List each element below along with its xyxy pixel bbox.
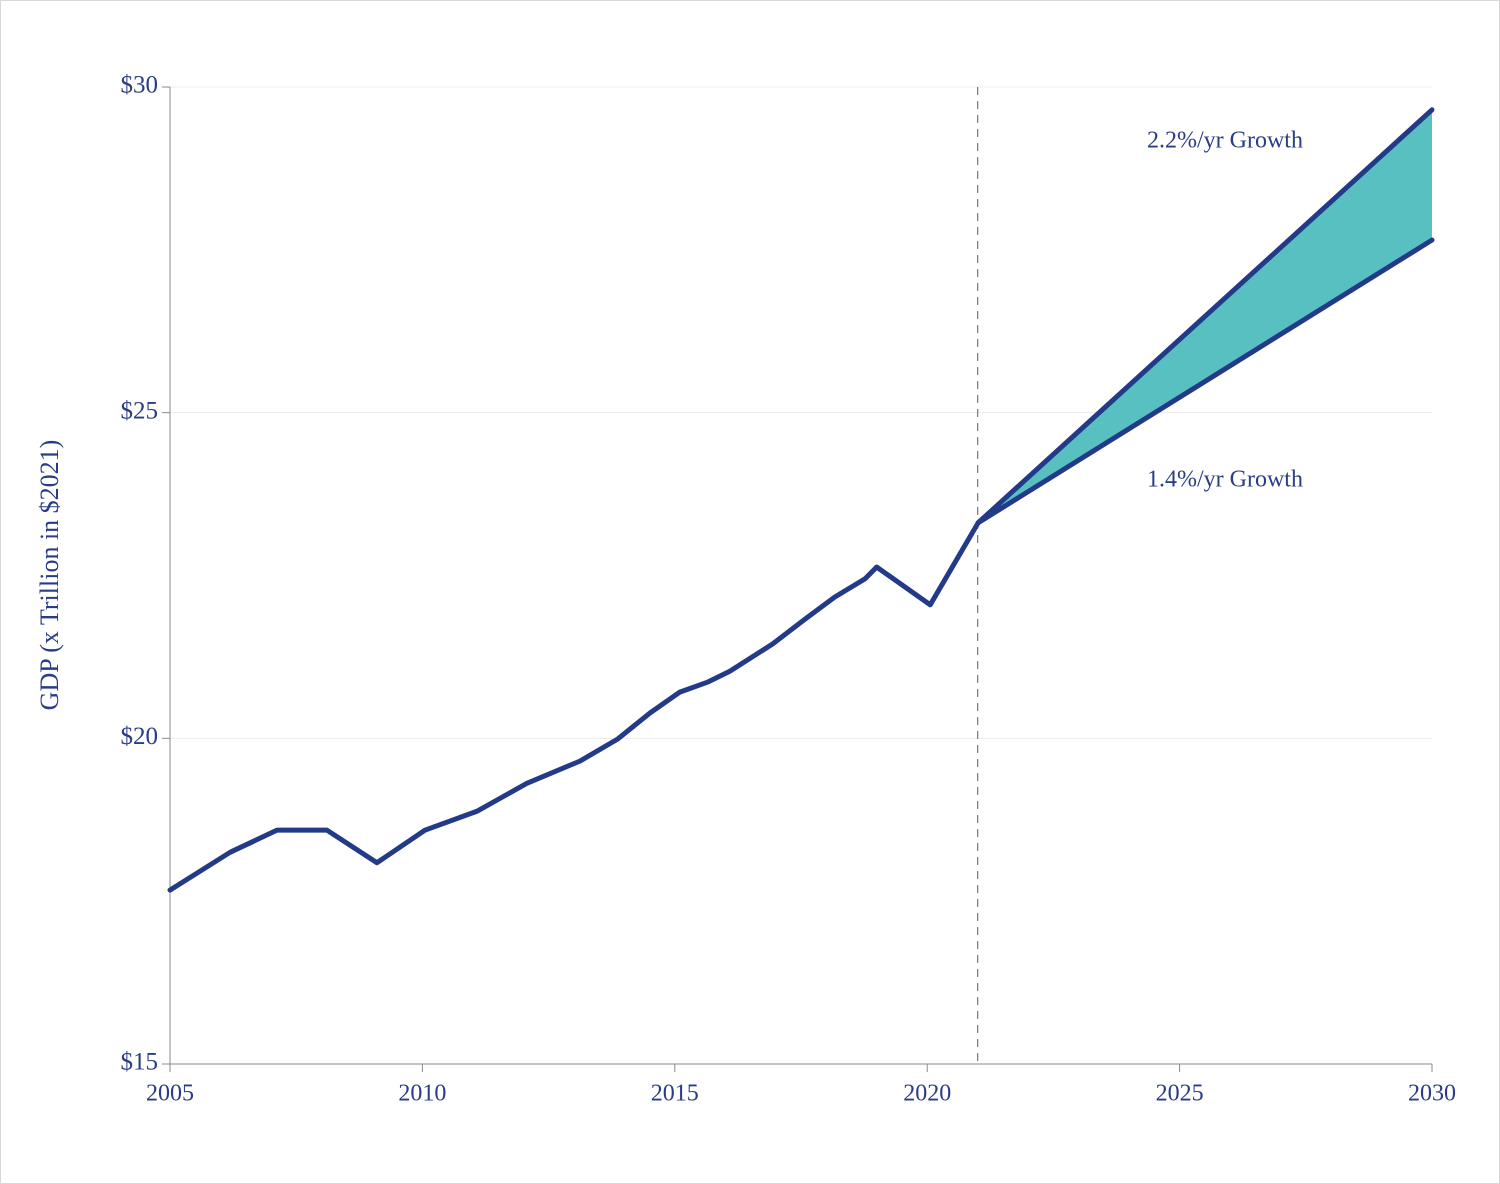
series-line <box>167 520 981 893</box>
y-tick-label: $30 <box>121 72 159 99</box>
series-label: 2.2%/yr Growth <box>1147 128 1303 154</box>
y-tick-label: $25 <box>121 397 159 424</box>
y-tick-label: $20 <box>121 723 159 750</box>
x-tick-label: 2005 <box>146 1081 194 1107</box>
series-line <box>975 237 1435 526</box>
x-tick-label: 2030 <box>1408 1081 1456 1107</box>
x-tick-label: 2020 <box>903 1081 951 1107</box>
series-label: 1.4%/yr Growth <box>1147 467 1303 493</box>
x-tick-label: 2010 <box>398 1081 446 1107</box>
y-axis-label: GDP (x Trillion in $2021) <box>35 440 64 711</box>
x-tick-label: 2015 <box>651 1081 699 1107</box>
series-line <box>975 107 1435 526</box>
x-tick-label: 2025 <box>1156 1081 1204 1107</box>
y-tick-label: $15 <box>121 1049 159 1076</box>
